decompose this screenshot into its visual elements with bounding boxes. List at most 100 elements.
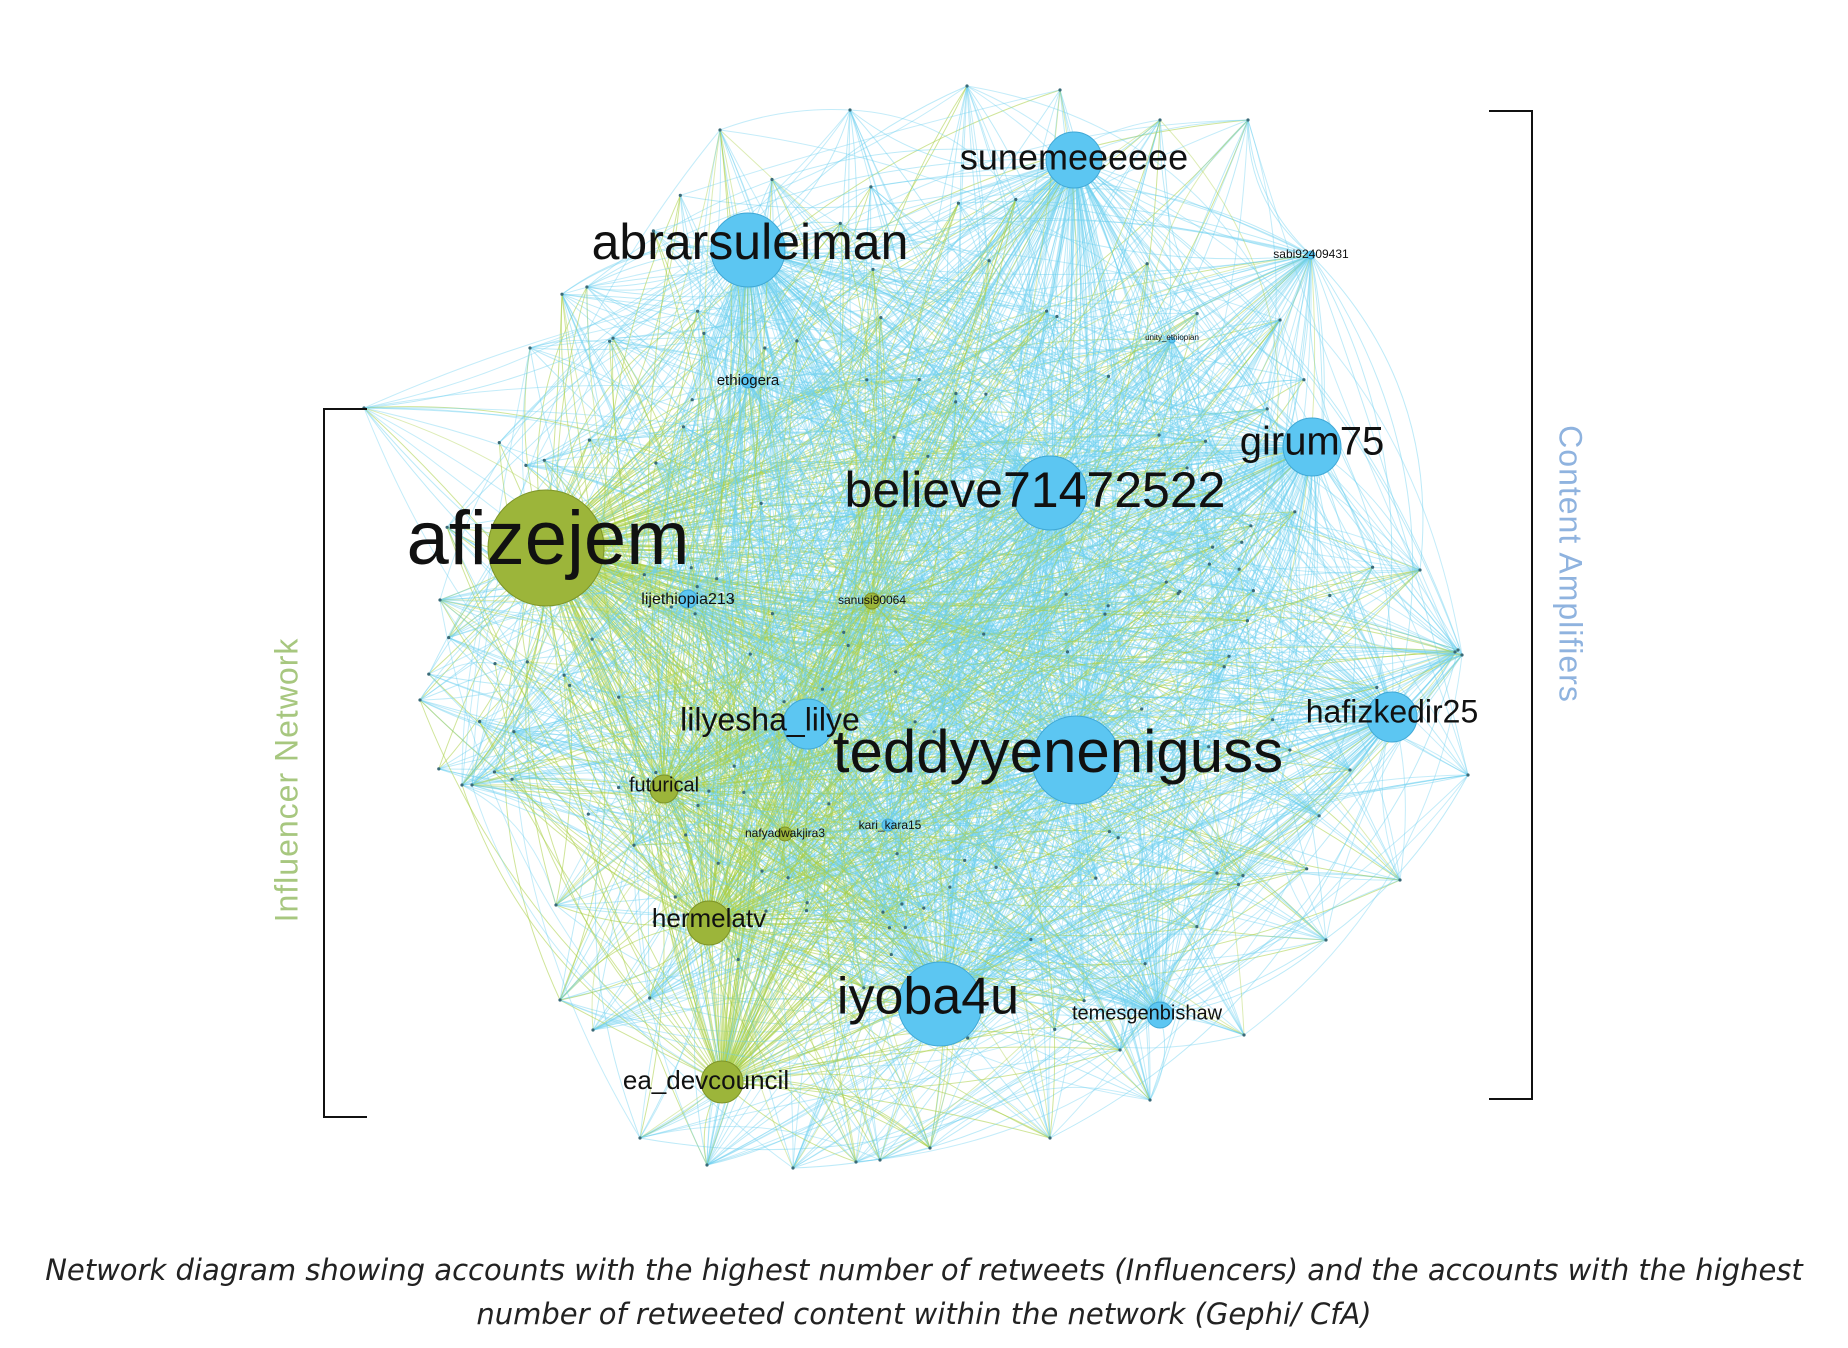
edge — [438, 694, 1393, 770]
minor-node — [871, 267, 875, 271]
minor-node — [1375, 685, 1379, 690]
edge — [471, 159, 1075, 786]
edge — [747, 249, 1218, 874]
minor-node — [1082, 999, 1086, 1003]
edge — [703, 333, 941, 1005]
edge — [1311, 446, 1463, 656]
edge — [983, 159, 1075, 635]
edge — [747, 249, 1373, 568]
minor-node — [1249, 524, 1253, 528]
minor-node — [917, 377, 921, 382]
edge — [703, 129, 786, 835]
edge — [738, 959, 1051, 1139]
minor-node — [1118, 1048, 1122, 1052]
edge — [747, 249, 1146, 964]
minor-node — [718, 128, 722, 132]
node-hafizkedir25 — [1366, 691, 1418, 743]
edge — [448, 637, 889, 826]
minor-node — [1241, 874, 1245, 878]
edge — [586, 286, 1077, 761]
minor-node — [1055, 314, 1059, 319]
minor-node — [1148, 1098, 1152, 1102]
minor-node — [608, 339, 612, 343]
edge — [1095, 877, 1161, 1016]
edge — [721, 824, 889, 1083]
edge — [439, 599, 906, 928]
edge — [726, 488, 880, 1169]
node-label-kari_kara15: kari_kara15 — [859, 818, 922, 832]
edge — [747, 249, 773, 614]
minor-node — [1215, 871, 1219, 875]
minor-node — [764, 909, 768, 913]
edge — [761, 870, 794, 1169]
edge — [461, 159, 1075, 786]
edge — [592, 492, 1051, 1031]
edge — [887, 316, 1058, 826]
edge — [747, 249, 841, 878]
minor-node — [437, 767, 441, 771]
edge — [439, 599, 794, 1169]
edge — [513, 731, 1161, 1016]
edge — [764, 347, 1313, 461]
edge — [1272, 719, 1401, 881]
edge — [1049, 492, 1154, 1051]
edge — [815, 654, 1463, 755]
edge — [545, 441, 1188, 549]
minor-node — [510, 777, 514, 781]
edge — [849, 109, 939, 905]
edge — [559, 159, 1075, 1001]
edge — [612, 337, 731, 924]
edge — [871, 511, 1295, 602]
edge — [966, 85, 1193, 594]
edge — [1073, 159, 1268, 410]
minor-node — [760, 869, 764, 873]
edge — [747, 249, 1068, 653]
edge — [708, 254, 1312, 792]
edge — [872, 268, 1463, 656]
edge — [939, 666, 1225, 1005]
edge — [708, 922, 931, 1149]
edge — [479, 598, 689, 722]
edge — [1030, 933, 1327, 941]
node-sanusi90064 — [863, 592, 881, 610]
minor-node — [877, 487, 881, 491]
edge — [654, 249, 749, 960]
edge — [901, 446, 1313, 905]
edge — [545, 547, 1307, 870]
edge — [976, 446, 1313, 993]
minor-node — [895, 852, 899, 856]
edge — [559, 999, 723, 1083]
edge — [771, 179, 1051, 494]
edge — [1159, 119, 1313, 448]
edge — [419, 699, 710, 924]
edge — [933, 119, 1161, 1005]
edge — [873, 824, 931, 1149]
edge — [555, 600, 873, 906]
edge — [784, 783, 1170, 840]
edge — [866, 339, 1173, 381]
edge — [880, 317, 1459, 651]
edge — [866, 159, 1075, 381]
edge — [461, 784, 723, 1083]
edge — [1054, 716, 1393, 1030]
edge — [905, 482, 944, 1005]
edge — [706, 853, 898, 1166]
edge — [784, 719, 1273, 835]
edge — [687, 455, 929, 600]
node-temesgenbishaw — [1146, 1001, 1174, 1029]
edge — [498, 249, 749, 443]
edge — [438, 339, 1173, 770]
edge — [529, 347, 1393, 718]
edge — [639, 254, 1312, 1139]
edge — [887, 708, 1142, 826]
edge — [525, 427, 1051, 494]
node-iyoba4u — [897, 961, 983, 1047]
edge — [708, 159, 1075, 924]
edge — [555, 159, 1075, 906]
minor-node — [1240, 540, 1244, 544]
edge — [1108, 831, 1161, 1016]
edge — [708, 455, 929, 924]
edge — [448, 637, 1077, 765]
edge — [896, 89, 1061, 854]
edge — [1073, 159, 1187, 1051]
